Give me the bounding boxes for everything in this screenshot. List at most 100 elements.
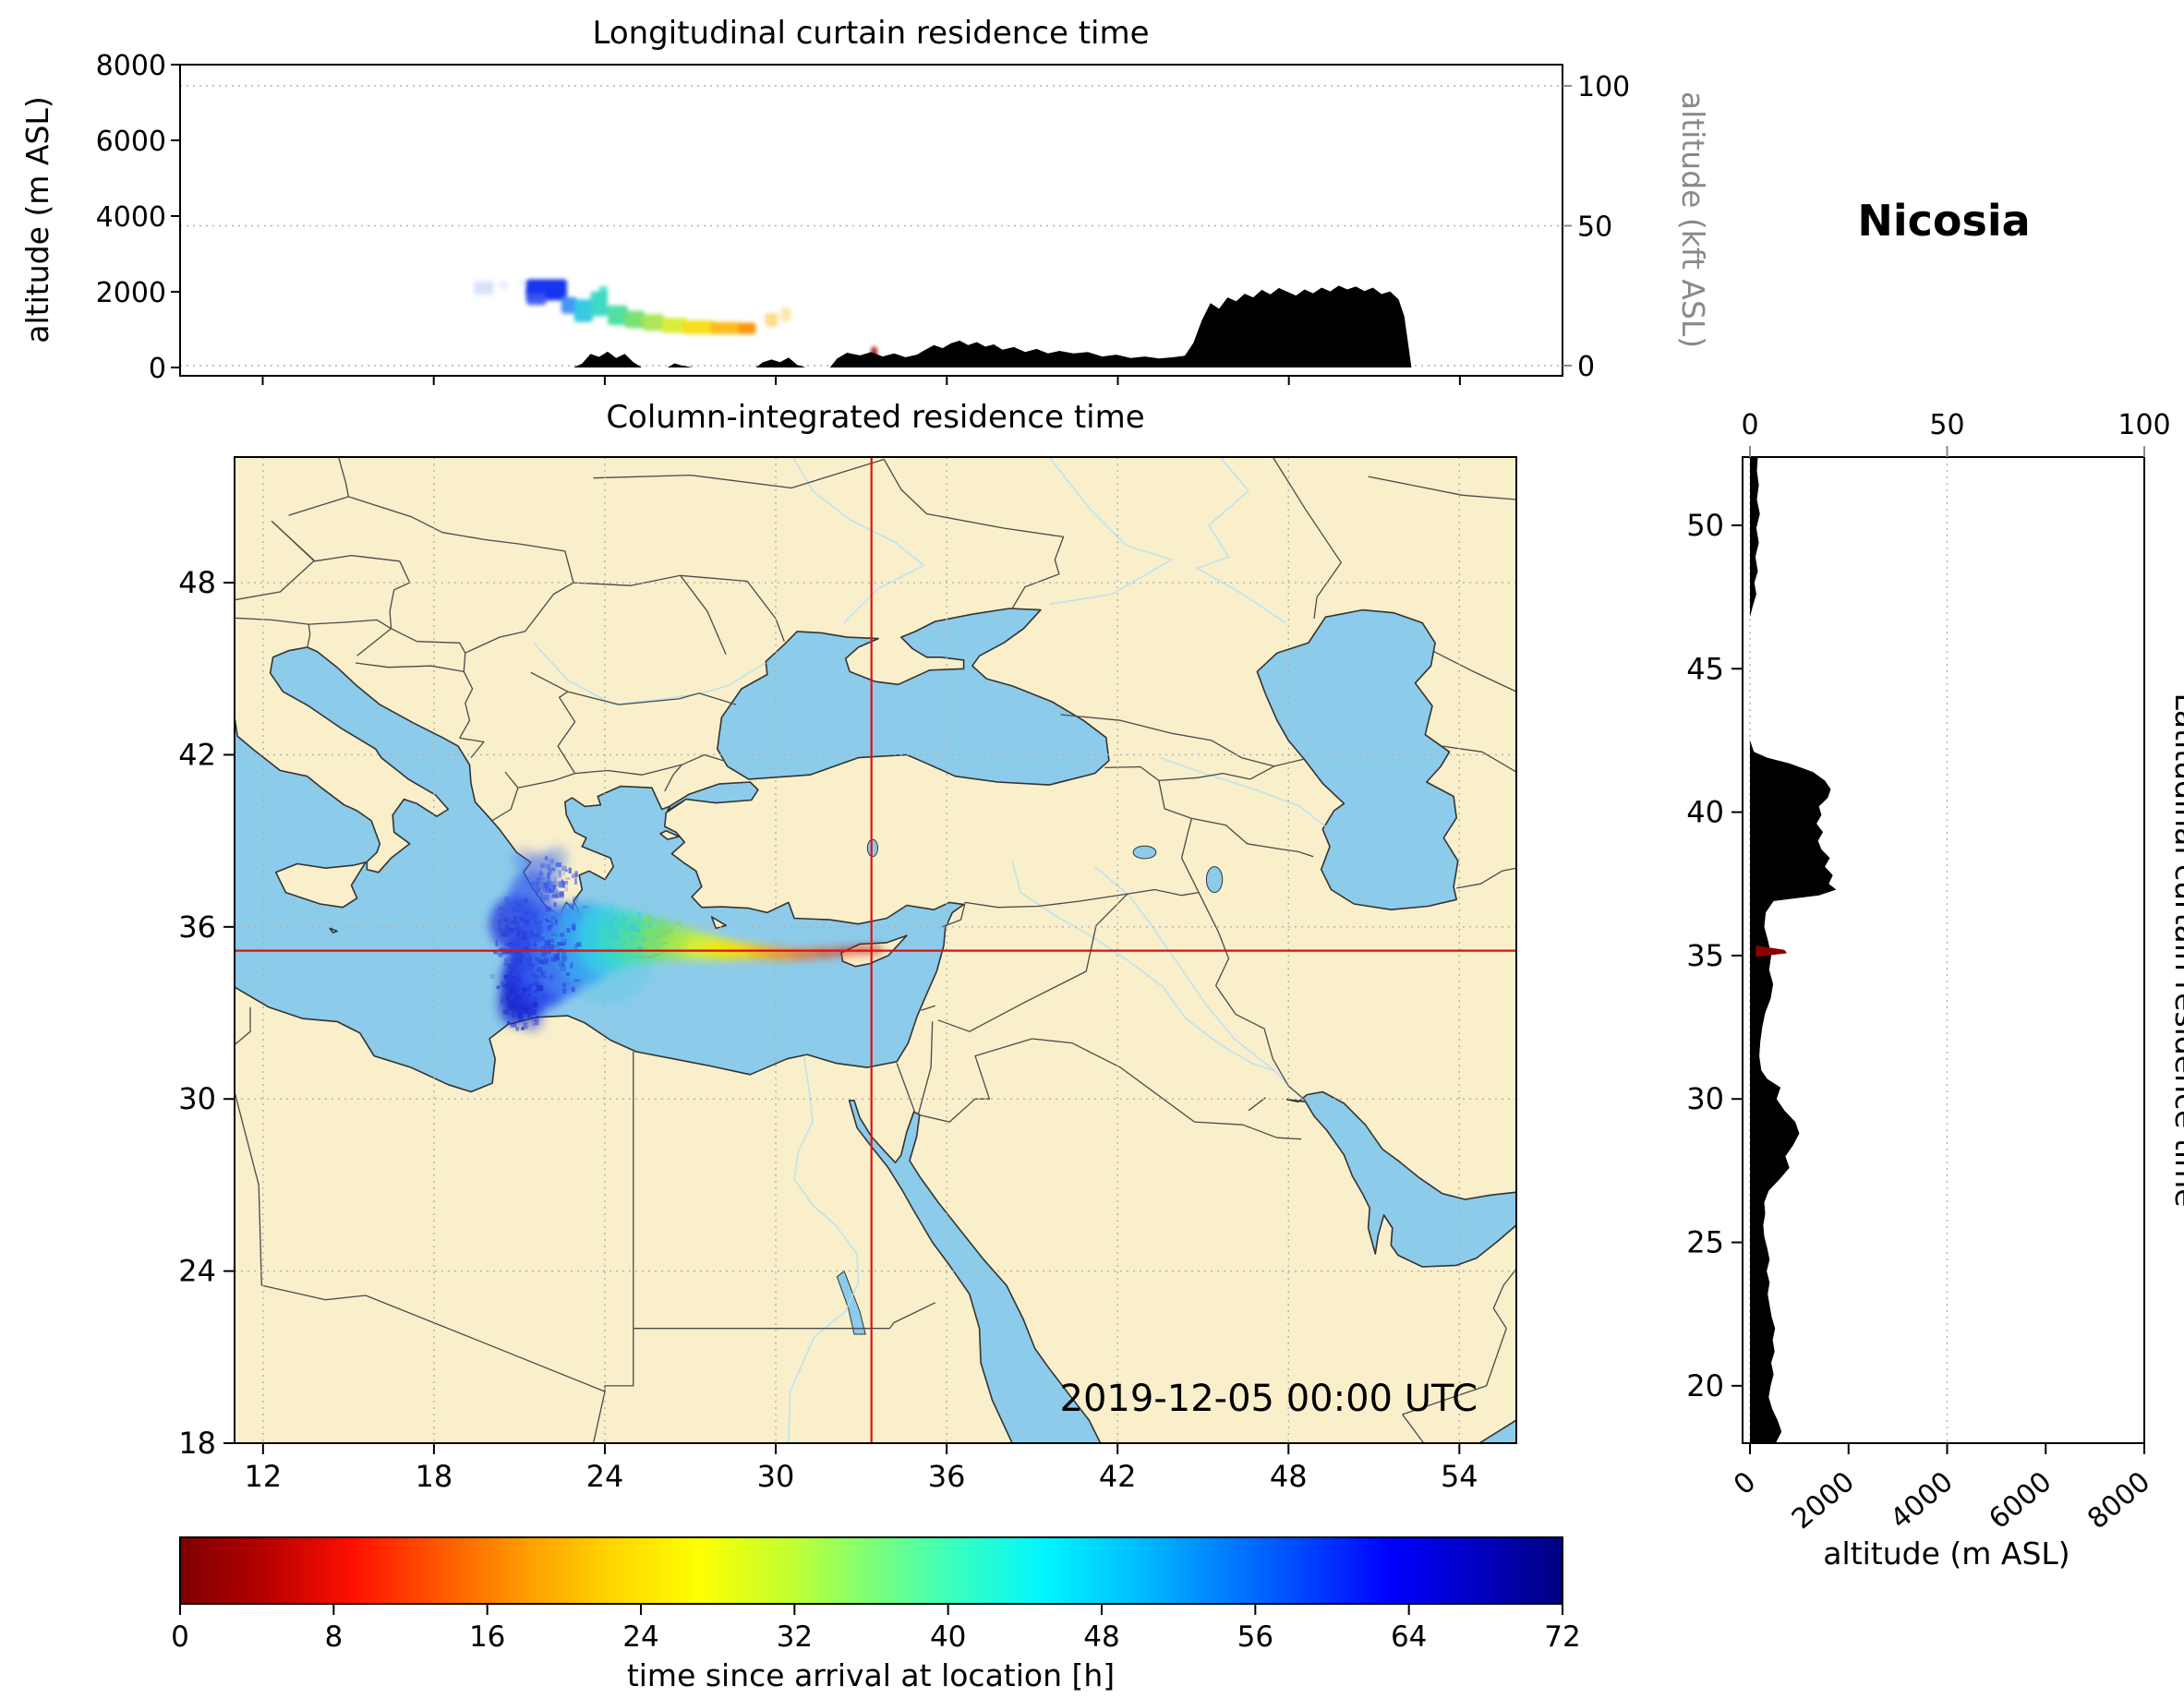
plume-block	[473, 281, 494, 295]
plume-speckle	[600, 946, 604, 953]
plume-speckle	[521, 1027, 525, 1030]
plume-speckle	[512, 997, 519, 1003]
tick-label: 42	[178, 737, 216, 772]
tick-label: 18	[178, 1426, 216, 1461]
plume-speckle	[510, 991, 513, 994]
plume-speckle	[524, 920, 529, 924]
plume-block	[765, 312, 778, 327]
plume-speckle	[537, 967, 543, 972]
plume-speckle	[537, 925, 545, 930]
plume-speckle	[549, 859, 555, 864]
plume-speckle	[670, 934, 676, 941]
plume-block	[738, 322, 756, 334]
plume-speckle	[606, 931, 612, 938]
plume-speckle	[646, 929, 650, 933]
plume-speckle	[504, 962, 509, 966]
plume-speckle	[622, 916, 627, 922]
plume-speckle	[528, 935, 534, 940]
country-border	[504, 771, 519, 789]
tick-label: 0	[1728, 1465, 1762, 1501]
tick-label: 100	[2118, 409, 2170, 441]
plume-speckle	[501, 950, 507, 955]
plume-speckle	[528, 954, 533, 959]
plume-speckle	[626, 925, 632, 932]
plume-speckle	[533, 996, 538, 1002]
plume-speckle	[554, 876, 557, 883]
map-crosshair	[235, 457, 1516, 1443]
plume-speckle	[503, 916, 508, 921]
plume-speckle	[572, 896, 579, 902]
tick-label: 20	[1686, 1368, 1724, 1403]
plume-speckle	[524, 897, 528, 903]
plume-speckle	[523, 910, 530, 915]
plume-speckle	[517, 1015, 522, 1018]
plume-speckle	[632, 927, 636, 933]
tick-label: 64	[1391, 1620, 1427, 1654]
tick-label: 6000	[1983, 1465, 2057, 1535]
plume-speckle	[533, 936, 537, 943]
receptor-wedge	[1756, 945, 1787, 957]
plume-speckle	[646, 919, 649, 924]
plume-speckle	[518, 929, 522, 934]
country-border	[459, 737, 485, 759]
plume-speckle	[657, 920, 663, 925]
river	[1048, 457, 1174, 606]
plume-speckle	[538, 920, 542, 925]
map-title: Column-integrated residence time	[606, 399, 1144, 436]
country-border	[356, 662, 465, 673]
plume-block	[526, 294, 547, 306]
plume-speckle	[646, 936, 651, 943]
colorbar: 0 8 16 24 32 40 48 56 64 72	[171, 1536, 1581, 1654]
tick-label: 56	[1237, 1620, 1273, 1654]
plume-speckle	[505, 930, 512, 937]
plume-speckle	[512, 908, 517, 913]
sea	[1285, 1090, 1516, 1268]
plume-speckle	[602, 925, 606, 931]
country-border	[530, 671, 569, 692]
plume-speckle	[643, 945, 649, 951]
plume-speckle	[649, 917, 656, 921]
tick-label: 40	[930, 1620, 966, 1654]
plume-speckle	[608, 946, 614, 951]
plume-speckle	[519, 947, 523, 951]
plume-speckle	[618, 922, 622, 929]
plume-speckle	[518, 916, 522, 921]
lake	[836, 1270, 866, 1335]
top-panel-plume	[473, 278, 877, 360]
plume-speckle	[529, 1013, 534, 1019]
plume-speckle	[599, 911, 603, 915]
plume-speckle	[532, 1023, 536, 1026]
river	[1195, 457, 1286, 624]
plume-speckle	[540, 953, 546, 958]
plume-speckle	[512, 926, 518, 932]
plume-speckle	[532, 882, 537, 888]
tick-label: 2000	[96, 277, 166, 309]
country-border	[1158, 765, 1275, 782]
tick-label: 48	[1083, 1620, 1119, 1654]
plume-speckle	[669, 929, 675, 933]
plume-speckle	[642, 929, 647, 935]
sea	[1256, 608, 1459, 910]
plume-speckle	[495, 951, 499, 955]
plume-speckle	[531, 961, 536, 967]
top-panel-axes: 0 2000 4000 6000 8000 0 50 100	[96, 50, 1630, 385]
country-border	[1433, 651, 1516, 692]
plume-speckle	[555, 919, 558, 925]
plume-speckle	[548, 976, 553, 981]
plume-speckle	[545, 856, 548, 861]
right-panel-xlabel: altitude (m ASL)	[1823, 1535, 2069, 1572]
plume-speckle	[503, 983, 509, 989]
plume-speckle	[544, 895, 550, 899]
plume-speckle	[537, 873, 543, 880]
plume-speckle	[544, 959, 549, 964]
tick-label: 0	[1577, 351, 1595, 383]
plume-speckle	[501, 928, 507, 933]
tick-label: 54	[1441, 1459, 1478, 1494]
plume-speckle	[535, 886, 541, 894]
plume-speckle	[517, 954, 525, 958]
country-border	[307, 624, 311, 649]
plume-speckle	[553, 916, 557, 920]
country-border	[235, 1091, 262, 1286]
plume-speckle	[539, 893, 543, 898]
